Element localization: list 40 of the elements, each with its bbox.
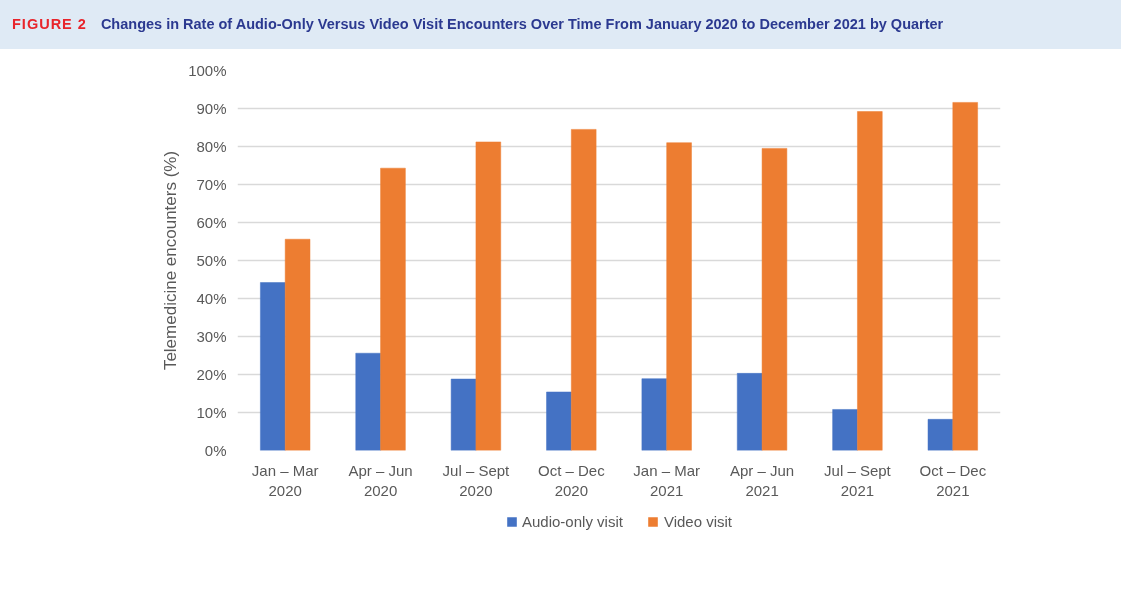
x-tick-label: Apr – Jun 2021 bbox=[729, 461, 795, 499]
bar bbox=[380, 167, 406, 451]
y-tick-label: 70% bbox=[196, 176, 227, 193]
bar bbox=[737, 373, 763, 451]
y-tick-label: 30% bbox=[196, 328, 227, 345]
y-axis-title: Telemedicine encounters (%) bbox=[161, 150, 181, 371]
y-tick-label: 0% bbox=[204, 442, 227, 459]
bar bbox=[761, 148, 788, 451]
y-tick-label: 100% bbox=[188, 62, 227, 79]
y-tick-label: 40% bbox=[196, 290, 227, 307]
bar bbox=[571, 129, 597, 451]
y-tick-label: 10% bbox=[196, 404, 227, 421]
bar bbox=[927, 419, 954, 451]
x-tick-label: Jan – Mar 2021 bbox=[633, 461, 701, 499]
bar bbox=[832, 409, 858, 451]
y-tick-label: 20% bbox=[196, 366, 227, 383]
bar bbox=[857, 111, 883, 451]
x-tick-label: Apr – Jun 2020 bbox=[348, 461, 413, 499]
chart-title: Changes in Rate of Audio-Only Versus Video Visit Encounters Over Time From January 2020 to December 2021 by Quarter bbox=[100, 16, 944, 32]
x-tick-label: Jan – Mar 2020 bbox=[251, 461, 319, 499]
bar bbox=[641, 378, 667, 451]
legend-label: Video visit bbox=[663, 512, 732, 530]
bar bbox=[475, 141, 501, 451]
y-tick-label: 90% bbox=[196, 100, 227, 117]
x-tick-label: Oct – Dec 2020 bbox=[537, 461, 606, 499]
bar bbox=[546, 391, 572, 451]
bar bbox=[260, 282, 286, 451]
y-tick-label: 60% bbox=[196, 214, 227, 231]
bar bbox=[450, 378, 477, 451]
bar bbox=[952, 102, 978, 451]
x-tick-label: Jul – Sept 2020 bbox=[442, 461, 511, 499]
y-tick-label: 80% bbox=[196, 138, 227, 155]
x-tick-label: Oct – Dec 2021 bbox=[919, 461, 987, 499]
bar bbox=[666, 142, 692, 451]
legend-label: Audio-only visit bbox=[522, 512, 623, 530]
caption: FIGURE 2 bbox=[12, 16, 87, 32]
x-tick-label: Jul – Sept 2021 bbox=[824, 461, 892, 499]
bar bbox=[284, 238, 311, 451]
bar bbox=[355, 352, 381, 451]
y-tick-label: 50% bbox=[196, 252, 227, 269]
